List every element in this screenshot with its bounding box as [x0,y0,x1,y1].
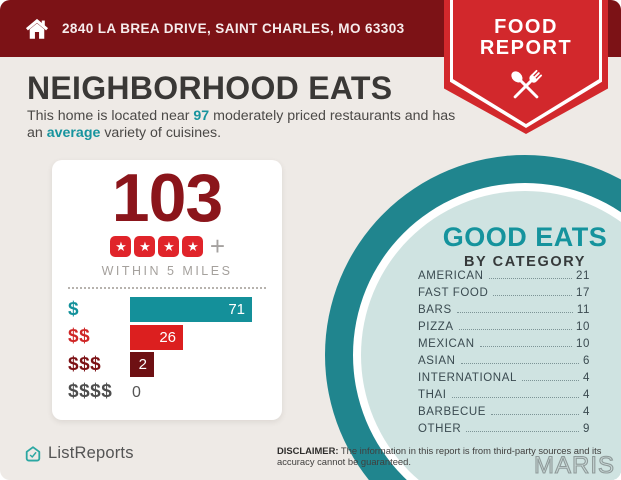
category-row: BARS 11 [418,299,590,316]
price-tier-row: $$ 26 [68,324,266,352]
house-icon [25,18,49,39]
price-tier-chart: $71 $$ 26 $$$ 2 $$$$ 0 [52,296,282,406]
summary-pre: This home is located near [27,108,194,124]
bar-track: 0 [130,380,266,405]
category-row: BARBECUE 4 [418,401,590,418]
bar-track: 71 [130,297,266,323]
star-icon: ★ [182,235,204,257]
category-value: 9 [583,423,590,435]
dotted-divider [68,287,266,289]
property-address: 2840 LA BREA DRIVE, SAINT CHARLES, MO 63… [62,21,405,36]
dotted-leader [460,363,579,364]
price-tier-label: $$$ [68,353,102,375]
page-title: NEIGHBORHOOD EATS [27,70,393,106]
badge-title-line2: REPORT [479,37,573,59]
star-icon: ★ [158,235,180,257]
summary-post: variety of cuisines. [100,124,222,141]
dotted-leader [521,380,579,381]
restaurant-total: 103 [111,160,223,236]
category-list: AMERICAN 21 FAST FOOD 17 BARS 11 PIZZA 10 MEXICA… [418,265,590,435]
category-row: THAI 4 [418,384,590,401]
summary-mid: moderately priced restaurants and has an [27,108,456,141]
category-label: ASIAN [418,355,456,367]
rating-stars: ★ ★ ★ ★ [109,235,205,257]
bar-value: 26 [159,328,176,346]
disclaimer: DISCLAIMER: The information in this repo… [277,445,609,467]
dotted-leader [493,295,572,296]
listreports-brand: ListReports [24,444,134,463]
category-row: MEXICAN 10 [418,333,590,350]
brand-name: ListReports [48,444,134,462]
category-value: 17 [576,287,590,299]
category-value: 11 [576,304,590,316]
category-value: 4 [583,406,590,418]
category-row: FAST FOOD 17 [418,282,590,299]
category-value: 4 [583,372,590,384]
dotted-leader [479,346,572,347]
price-tier-label: $$$$ [68,381,113,403]
price-tier-label: $$ [68,326,91,348]
category-panel-subtitle: BY CATEGORY [463,254,587,270]
bar: 71 [130,297,252,323]
category-label: THAI [418,389,447,401]
dotted-leader [456,312,573,313]
category-row: AMERICAN 21 [418,265,590,282]
category-value: 6 [583,355,590,367]
category-label: MEXICAN [418,338,475,350]
price-tier-row: $$$ 2 [68,351,266,379]
dotted-leader [451,397,579,398]
category-row: OTHER 9 [418,418,590,435]
category-value: 21 [576,270,590,282]
category-value: 10 [576,321,590,333]
disclaimer-label: DISCLAIMER: [277,445,339,456]
badge-content: FOOD REPORT [444,0,608,134]
category-row: INTERNATIONAL 4 [418,367,590,384]
category-label: PIZZA [418,321,454,333]
stats-card: 103 ★ ★ ★ ★ + WITHIN 5 MILES $71 $$ 26 $$$ 2 $$$… [52,160,282,420]
bar-value: 71 [228,301,245,319]
star-icon: ★ [110,235,132,257]
category-value: 4 [583,389,590,401]
category-label: BARBECUE [418,406,487,418]
dotted-leader [458,329,572,330]
bar-track: 2 [130,352,266,378]
category-label: OTHER [418,423,462,435]
maris-watermark: MARIS [533,451,615,479]
price-tier-row: $$$$ 0 [68,379,266,407]
bar-value: 2 [138,356,147,374]
dotted-leader [491,414,579,415]
category-row: ASIAN 6 [418,350,590,367]
badge-title-line1: FOOD [494,16,558,38]
rating-row: ★ ★ ★ ★ + [52,231,282,261]
category-label: AMERICAN [418,270,484,282]
price-tier-row: $71 [68,296,266,324]
category-value: 10 [576,338,590,350]
price-tier-label: $ [68,298,80,320]
category-label: FAST FOOD [418,287,489,299]
food-report-badge: FOOD REPORT [444,0,608,134]
bar-track: 26 [130,324,266,350]
star-icon: ★ [134,235,156,257]
report-summary: This home is located near 97 moderately … [27,108,459,141]
category-label: BARS [418,304,452,316]
listreports-logo-icon [25,445,41,461]
bar: 2 [130,352,154,378]
bar-value-zero: 0 [132,383,141,401]
plus-sign: + [209,231,226,261]
disclaimer-text: The information in this report is from t… [277,445,602,467]
dotted-leader [466,431,579,432]
bar: 26 [130,324,183,350]
restaurant-count-inline: 97 [193,108,210,124]
category-row: PIZZA 10 [418,316,590,333]
variety-highlight: average [46,124,101,141]
category-panel-header: GOOD EATS BY CATEGORY [380,222,621,270]
category-label: INTERNATIONAL [418,372,517,384]
radius-label: WITHIN 5 MILES [101,264,233,278]
category-panel-title: GOOD EATS [442,222,608,252]
dotted-leader [488,278,572,279]
crossed-spoon-fork-icon [511,69,543,99]
